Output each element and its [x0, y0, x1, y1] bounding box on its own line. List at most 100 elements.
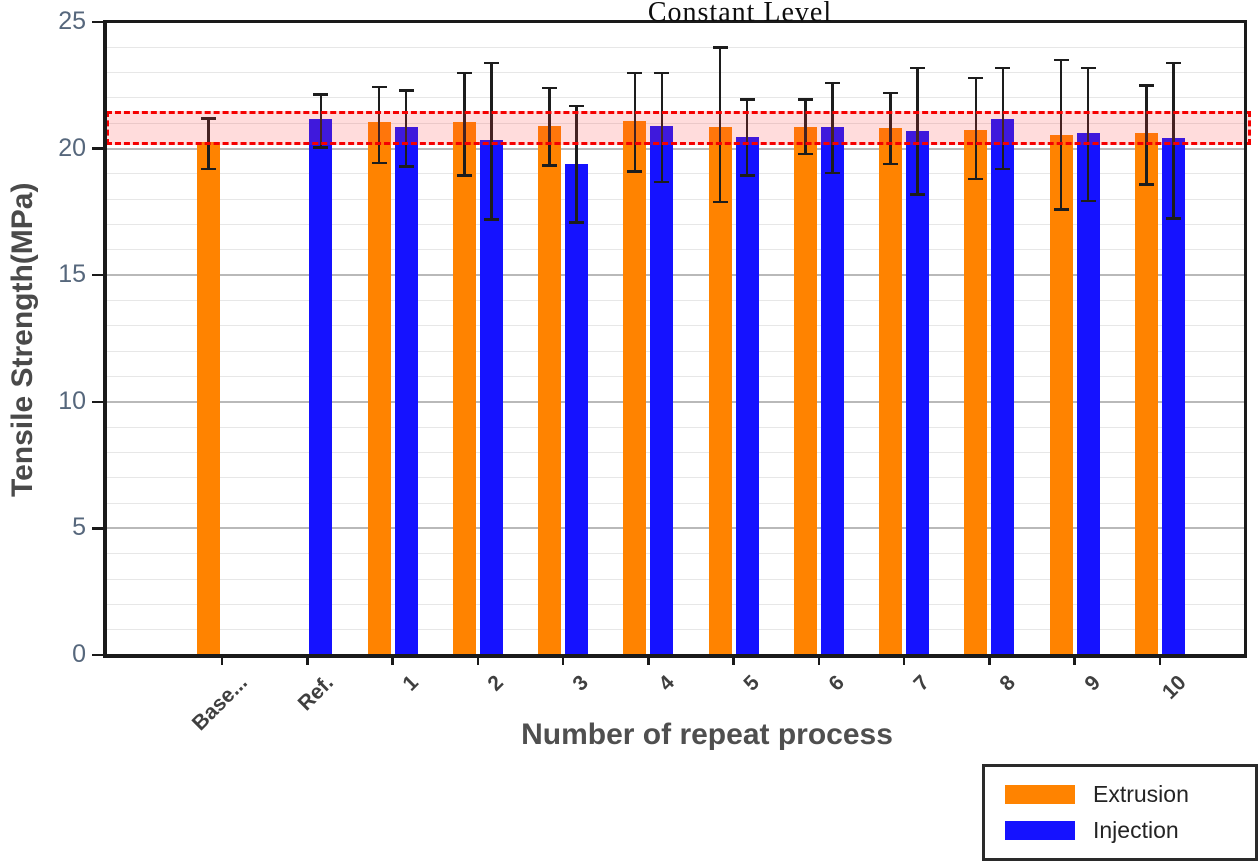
x-tick-label-5: 5: [739, 671, 764, 696]
major-gridline: [106, 147, 1244, 150]
error-bar-line: [1001, 67, 1005, 169]
error-bar-line: [1145, 85, 1148, 185]
minor-gridline: [106, 629, 1244, 631]
error-bar-line: [1172, 62, 1175, 219]
bar-extrusion-3: [538, 125, 562, 655]
x-tick-label-1: 1: [398, 671, 423, 696]
error-bar-cap-top: [654, 71, 670, 75]
x-tick-mark: [391, 656, 394, 665]
y-tick-mark: [92, 20, 103, 24]
major-gridline: [106, 274, 1244, 277]
error-bar-cap-bottom: [824, 171, 840, 175]
error-bar-cap-bottom: [712, 200, 728, 204]
error-bar-cap-top: [910, 66, 926, 70]
bar-extrusion-7: [879, 128, 903, 655]
error-bar-cap-bottom: [995, 167, 1011, 171]
error-bar-cap-bottom: [739, 174, 755, 177]
injection-swatch-icon: [1005, 821, 1075, 840]
error-bar-line: [463, 72, 466, 176]
error-bar-line: [575, 105, 578, 223]
y-tick-label-0: 0: [72, 640, 86, 668]
x-tick-label-4: 4: [654, 671, 679, 696]
error-bar-cap-top: [569, 104, 585, 108]
legend: Extrusion Injection: [982, 764, 1258, 861]
error-bar-cap-bottom: [456, 174, 472, 177]
minor-gridline: [106, 122, 1244, 124]
x-tick-mark: [476, 656, 480, 665]
x-tick-mark: [561, 656, 565, 665]
error-bar-cap-top: [797, 98, 813, 101]
error-bar-cap-bottom: [398, 165, 414, 168]
error-bar-cap-top: [456, 71, 472, 75]
legend-item-injection: Injection: [1005, 817, 1255, 844]
minor-gridline: [106, 553, 1244, 555]
extrusion-swatch-icon: [1005, 785, 1075, 804]
error-bar-cap-bottom: [654, 180, 670, 184]
minor-gridline: [106, 578, 1244, 580]
bar-extrusion-4: [623, 120, 647, 655]
y-tick-label-20: 20: [58, 133, 86, 162]
error-bar-line: [889, 92, 892, 164]
error-bar-cap-top: [1080, 66, 1096, 70]
bar-extrusion-Base...: [197, 142, 220, 655]
minor-gridline: [106, 477, 1244, 479]
minor-gridline: [106, 97, 1244, 99]
x-tick-label-2: 2: [483, 671, 509, 696]
error-bar-cap-top: [201, 117, 216, 120]
bar-injection-6: [820, 127, 844, 655]
y-tick-mark: [92, 653, 103, 657]
error-bar-line: [718, 47, 722, 202]
y-tick-mark: [92, 147, 103, 150]
error-bar-line: [660, 72, 664, 182]
error-bar-line: [831, 82, 834, 173]
error-bar-line: [548, 87, 551, 166]
bar-injection-1: [394, 127, 418, 655]
x-tick-label-7: 7: [909, 671, 935, 696]
minor-gridline: [106, 603, 1244, 605]
x-tick-label-10: 10: [1157, 671, 1191, 704]
x-tick-mark: [647, 656, 650, 665]
error-bar-cap-bottom: [201, 167, 216, 171]
error-bar-line: [804, 99, 807, 154]
error-bar-cap-bottom: [542, 164, 558, 167]
error-bar-cap-bottom: [313, 146, 329, 149]
x-tick-label-Ref.: Ref.: [293, 671, 338, 716]
error-bar-cap-bottom: [883, 162, 899, 166]
bar-injection-2: [479, 139, 503, 655]
error-bar-cap-top: [542, 86, 558, 90]
error-bar-line: [490, 62, 493, 220]
x-tick-mark: [1073, 656, 1076, 665]
minor-gridline: [106, 300, 1244, 302]
minor-gridline: [106, 325, 1244, 327]
minor-gridline: [106, 72, 1244, 74]
minor-gridline: [106, 451, 1244, 453]
right-spine: [1243, 22, 1247, 658]
bar-injection-4: [650, 125, 674, 655]
x-tick-label-8: 8: [995, 671, 1020, 696]
left-spine: [103, 22, 107, 658]
error-bar-cap-top: [313, 93, 329, 96]
error-bar-cap-bottom: [1053, 208, 1069, 211]
error-bar-cap-top: [627, 71, 643, 75]
legend-label: Injection: [1093, 817, 1179, 843]
error-bar-cap-bottom: [1165, 217, 1181, 220]
minor-gridline: [106, 198, 1244, 200]
error-bar-line: [1086, 67, 1090, 201]
x-tick-mark: [306, 656, 309, 665]
error-bar-cap-top: [712, 46, 728, 49]
bar-extrusion-2: [452, 122, 476, 655]
error-bar-line: [974, 77, 978, 179]
error-bar-line: [745, 99, 749, 176]
x-tick-mark: [220, 656, 224, 665]
major-gridline: [106, 400, 1244, 403]
error-bar-cap-top: [371, 85, 387, 89]
minor-gridline: [106, 375, 1244, 377]
error-bar-line: [404, 90, 408, 167]
bar-extrusion-6: [793, 127, 817, 655]
error-bar-cap-top: [398, 89, 414, 92]
major-gridline: [106, 527, 1244, 530]
minor-gridline: [106, 224, 1244, 226]
minor-gridline: [106, 502, 1244, 504]
y-tick-mark: [92, 527, 103, 530]
